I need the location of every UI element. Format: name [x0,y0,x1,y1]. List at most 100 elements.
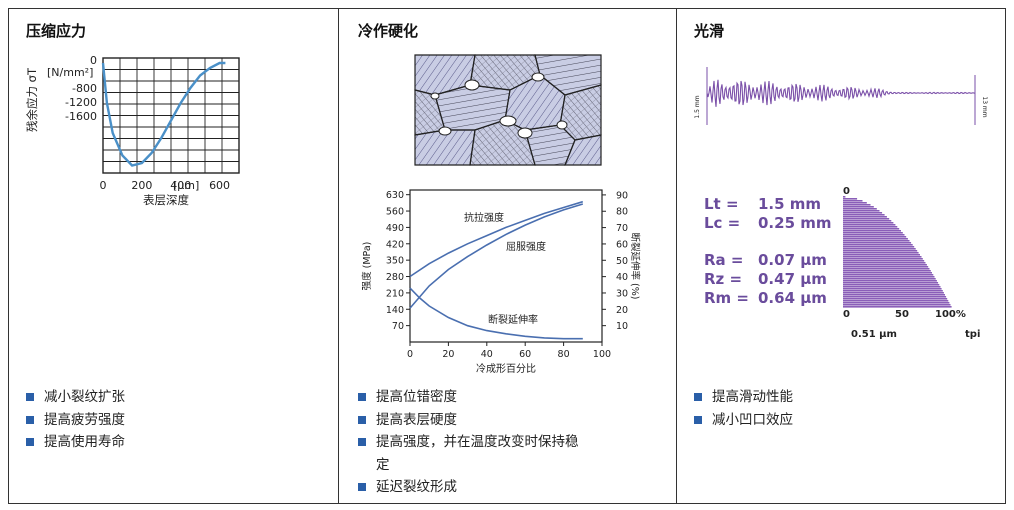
bearing-bar [843,306,952,308]
bearing-bar [843,268,930,270]
y-left-tick-label: 350 [386,256,404,267]
x-tick-label: 80 [558,349,570,360]
list-item: 提高表层硬度 [358,409,579,432]
list-item: 提高滑动性能 [694,386,793,409]
bearing-bar [843,196,846,198]
x-tick-label: 100 [593,349,611,360]
list-item: 延迟裂纹形成 [358,476,579,499]
list-item: 减小凹口效应 [694,409,793,432]
bullet-list-stress: 减小裂纹扩张 提高疲劳强度 提高使用寿命 [26,386,125,454]
y-left-axis-label: 强度 (MPa) [361,242,373,291]
cold-work-chart: 0 20 40 60 80 100 70140210280350420490560630 … [361,189,641,375]
bearing-bar [843,256,922,258]
bearing-bar [843,284,940,286]
bearing-bar [843,198,858,200]
bearing-bar [843,206,874,208]
residual-stress-chart: 0 200 400 600 0-800-1200-1600 [N/mm²] [µm] … [25,54,240,207]
y-right-tick-label: 30 [616,288,628,299]
bearing-bar [843,262,926,264]
y-right-tick-label: 50 [616,256,628,267]
bearing-bar [843,296,947,298]
x-unit-label: [µm] [173,179,199,192]
param-ra: Ra = 0.07 µm [704,251,827,269]
bearing-bar [843,200,863,202]
y-right-axis-label: 断裂延伸率 (%) [629,233,641,300]
bullet-list-hardening: 提高位错密度 提高表层硬度 提高强度，并在温度改变时保持稳 定 延迟裂纹形成 [358,386,579,499]
x-axis-label: 表层深度 [143,193,189,207]
bearing-bar [843,204,871,206]
bearing-bar [843,210,880,212]
elongation-line [409,287,583,340]
bearing-bar [843,236,907,238]
bearing-ratio-chart: 0 0 50 100% 0.51 µm tpi [843,186,980,340]
bearing-bar [843,208,877,210]
list-item: 提高强度，并在温度改变时保持稳 [358,431,579,454]
yield-strength-line [409,203,584,309]
bearing-bar [843,234,905,236]
bearing-bar [843,228,900,230]
bearing-bar [843,248,916,250]
bearing-bar [843,250,918,252]
y-right-tick-label: 20 [616,305,628,316]
figure-frame [8,8,1006,504]
panel-title-hardening: 冷作硬化 [358,22,419,40]
bearing-bar [843,216,887,218]
stress-curve [101,61,226,167]
bearing-bar [843,300,949,302]
panel-divider [338,8,339,504]
bearing-bar [843,220,892,222]
bearing-bar [843,238,908,240]
bearing-bar [843,298,948,300]
x-tick-label: 200 [131,179,152,192]
bearing-bar [843,214,885,216]
y-left-tick-label: 420 [386,239,404,250]
list-item: 提高位错密度 [358,386,579,409]
bearing-bar [843,264,927,266]
bearing-bar [843,202,867,204]
panel-title-stress: 压缩应力 [26,22,87,40]
x-tick-label: 0 [100,179,107,192]
x-tick-label: 400 [170,179,191,192]
bearing-xtick-50: 50 [895,309,909,320]
panel-divider [676,8,677,504]
y-right-tick-label: 90 [616,190,628,201]
y-unit-label: [N/mm²] [47,66,93,79]
series-label-yield: 屈服强度 [506,240,546,253]
profile-scale-right: 13 mm [981,96,988,117]
bearing-bar [843,222,894,224]
bearing-bar [843,274,934,276]
y-left-tick-label: 490 [386,223,404,234]
bearing-bar [843,254,920,256]
y-left-tick-label: 560 [386,207,404,218]
bearing-bar [843,290,943,292]
x-tick-label: 20 [442,349,454,360]
list-item: 减小裂纹扩张 [26,386,125,409]
surface-profile-trace: 1.5 mm 13 mm [694,67,988,125]
bearing-bar [843,294,945,296]
bearing-bar [843,282,939,284]
y-tick-label: -1600 [65,110,97,123]
y-left-tick-label: 140 [386,305,404,316]
series-label-elongation: 断裂延伸率 [488,313,538,326]
panel-title-smooth: 光滑 [694,22,725,40]
y-axis-label: 残余应力 σT [25,67,39,132]
list-item: 提高疲劳强度 [26,409,125,432]
bearing-bar [843,252,919,254]
y-tick-label: -800 [72,82,97,95]
bearing-bar [843,278,936,280]
bearing-bar [843,272,932,274]
plot-frame [102,57,240,174]
y-right-tick-label: 80 [616,207,628,218]
param-rz: Rz = 0.47 µm [704,270,827,288]
y-right-tick-label: 40 [616,272,628,283]
profile-scale-left: 1.5 mm [694,95,701,118]
bearing-bar [843,302,950,304]
bearing-bar [843,286,941,288]
bearing-bar [843,304,951,306]
y-left-tick-label: 210 [386,288,404,299]
bearing-bottom-right: tpi [965,329,980,340]
bearing-bar [843,266,929,268]
bearing-bar [843,232,903,234]
bearing-bar [843,276,935,278]
x-tick-label: 40 [481,349,493,360]
